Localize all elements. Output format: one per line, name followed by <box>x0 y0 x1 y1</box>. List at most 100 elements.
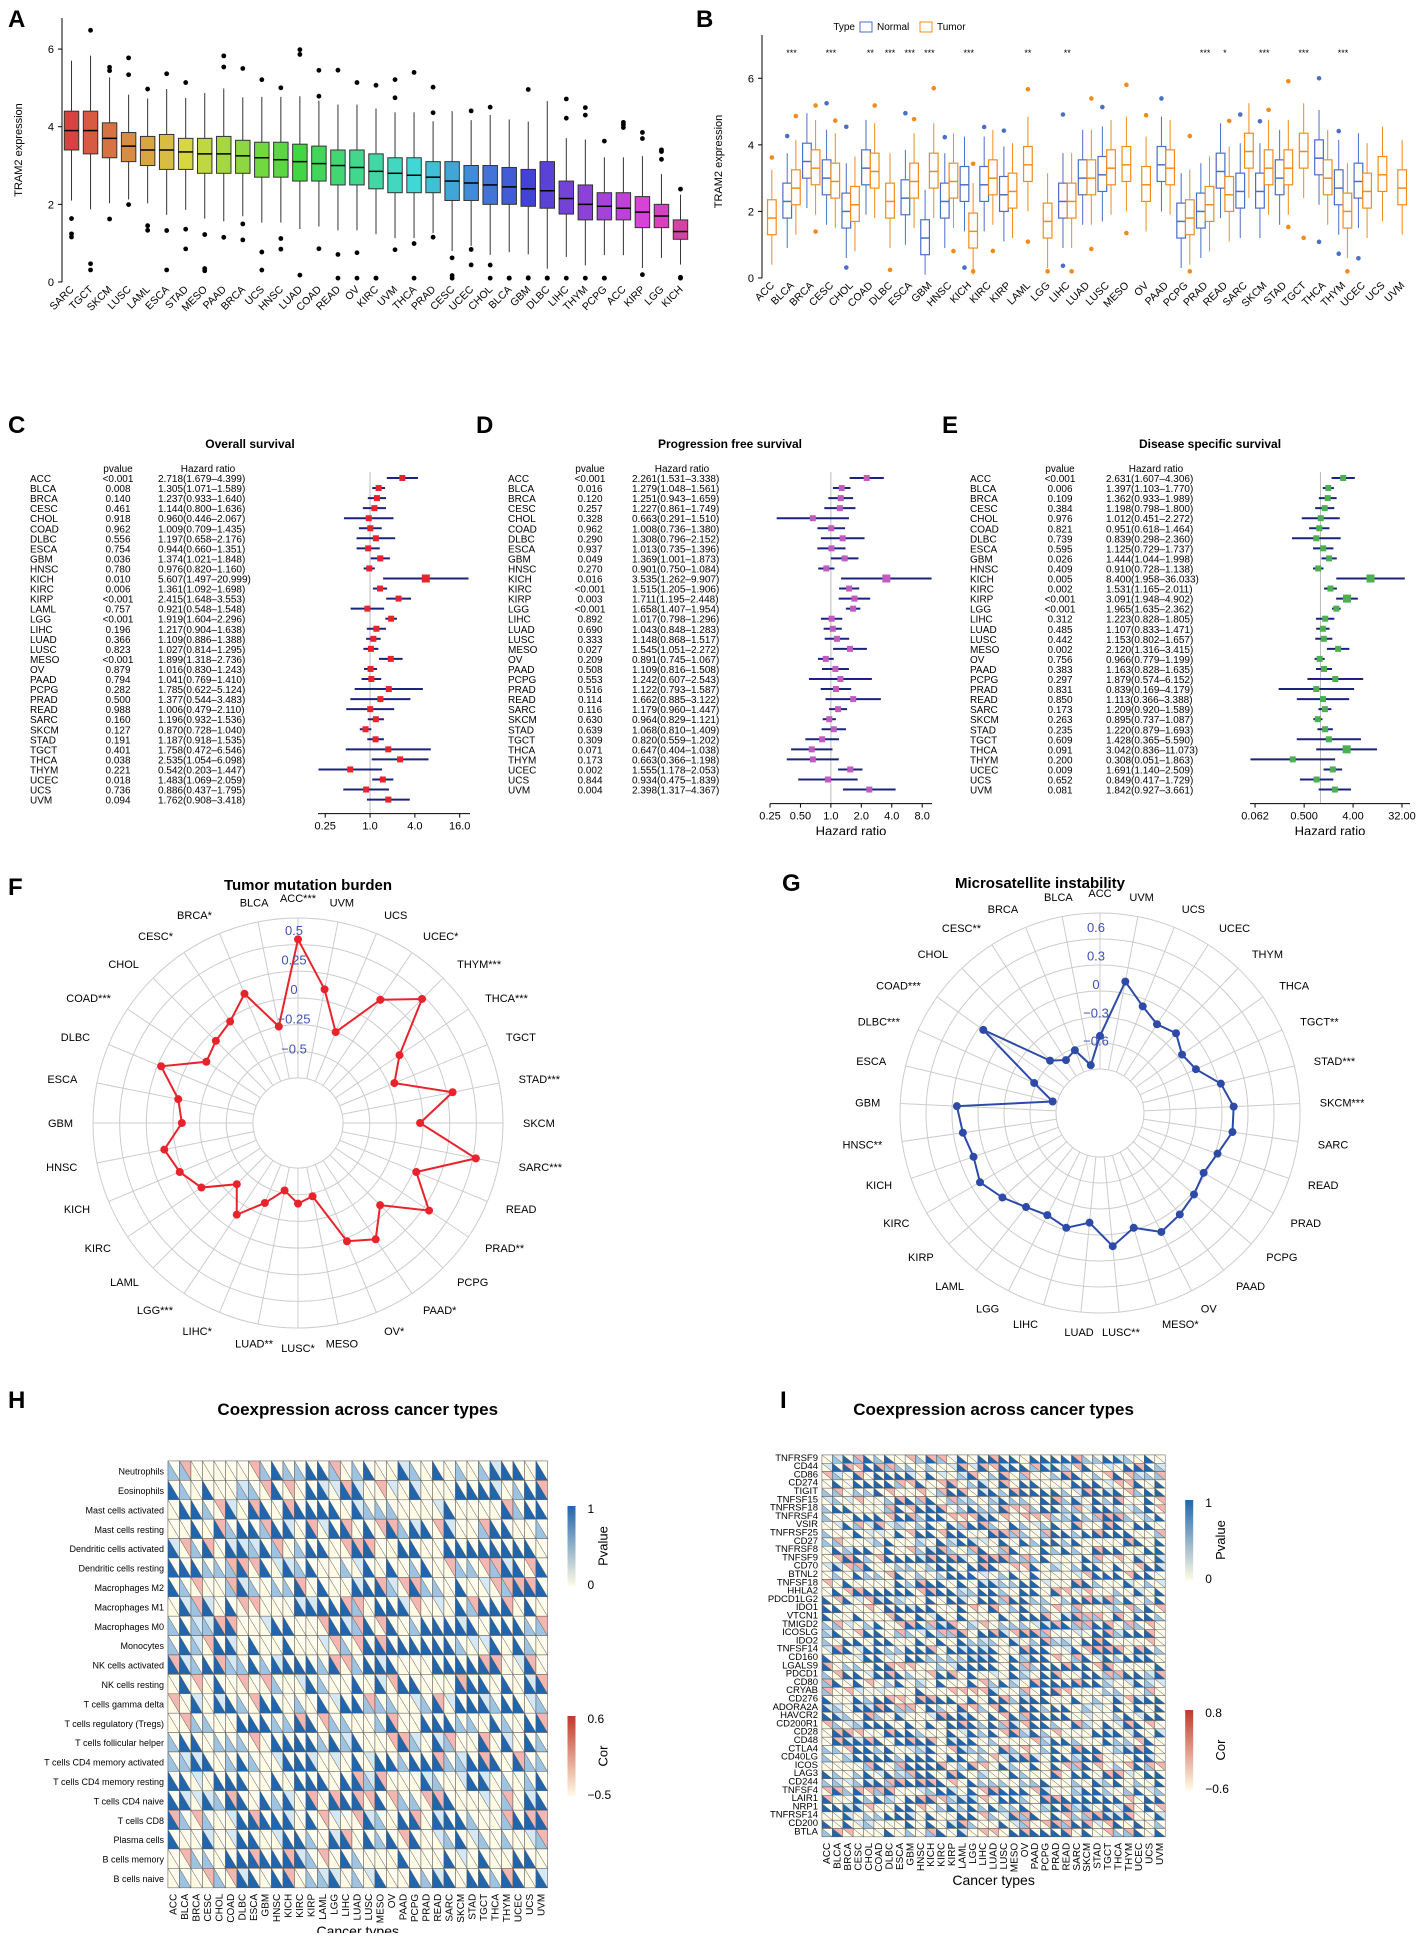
outlier-point <box>602 139 607 144</box>
hr-point <box>370 636 376 642</box>
axis-label: THCA*** <box>485 993 529 1005</box>
normal-outlier <box>1336 129 1341 134</box>
normal-box <box>862 150 871 185</box>
panel-label-c: C <box>8 412 25 440</box>
outlier-point <box>431 85 436 90</box>
hr-point <box>823 656 829 662</box>
hr-point <box>831 726 837 732</box>
y-tick-label: 2 <box>48 199 54 211</box>
radar-point <box>197 1184 205 1192</box>
axis-label: GBM <box>48 1118 73 1130</box>
outlier-point <box>164 268 169 273</box>
row-label: NK cells resting <box>101 1680 164 1690</box>
hr-point <box>364 606 370 612</box>
axis-label: SKCM <box>523 1118 555 1130</box>
hr-point <box>1321 666 1327 672</box>
axis-label: CHOL <box>918 949 949 961</box>
hr-point <box>882 575 890 583</box>
outlier-point <box>317 246 322 251</box>
hr-point <box>377 586 383 592</box>
outlier-point <box>240 66 245 71</box>
axis-label: UCS <box>384 910 407 922</box>
radar-point <box>390 1079 398 1087</box>
tumor-outlier <box>1286 225 1291 230</box>
tumor-outlier <box>1188 269 1193 274</box>
radar-point <box>309 1192 317 1200</box>
hr-point <box>368 646 374 652</box>
normal-box <box>1098 157 1107 192</box>
x-tick-label: 0.500 <box>1290 811 1318 823</box>
outlier-point <box>297 273 302 278</box>
tumor-outlier <box>1089 96 1094 101</box>
axis-label: KIRC <box>883 1218 909 1230</box>
radar-point <box>1217 1080 1225 1088</box>
row-label: B cells naive <box>113 1874 164 1884</box>
box <box>616 193 630 220</box>
x-axis-label: Hazard ratio <box>1295 824 1366 835</box>
outlier-point <box>88 268 93 273</box>
radar-line <box>161 939 476 1241</box>
axis-label: MESO* <box>1162 1319 1199 1331</box>
hr-point <box>368 666 374 672</box>
axis-label: ACC <box>1088 888 1111 900</box>
tumor-box <box>1264 150 1273 185</box>
radar-point <box>372 1235 380 1243</box>
x-tick-label: KIRP <box>622 284 648 310</box>
col-label: BLCA <box>180 1893 191 1919</box>
significance-label: * <box>1223 48 1227 58</box>
radar-point <box>157 1062 165 1070</box>
box <box>236 140 250 173</box>
tumor-box <box>768 200 777 235</box>
legend-normal: Normal <box>877 22 909 33</box>
col-label: MESO <box>376 1894 387 1924</box>
outlier-point <box>583 105 588 110</box>
legend-pvalue-high: 1 <box>588 1502 595 1516</box>
grid-spoke <box>911 1127 1058 1178</box>
outlier-point <box>450 273 455 278</box>
outlier-point <box>336 252 341 257</box>
outlier-point <box>202 232 207 237</box>
row-label: Macrophages M2 <box>94 1583 164 1593</box>
row-label: Macrophages M1 <box>94 1602 164 1612</box>
outlier-point <box>164 228 169 233</box>
normal-outlier <box>942 135 947 140</box>
outlier-point <box>659 149 664 154</box>
hr-point <box>1343 595 1351 603</box>
tumor-box <box>1087 160 1096 195</box>
axis-label: ESCA <box>47 1074 78 1086</box>
row-pvalue: 0.004 <box>577 786 602 797</box>
forest-title: Disease specific survival <box>1139 437 1281 451</box>
radar-point <box>376 1201 384 1209</box>
outlier-point <box>107 217 112 222</box>
hr-point <box>367 525 373 531</box>
radar-point <box>1062 1224 1070 1232</box>
x-tick-label: 1.0 <box>823 811 838 823</box>
hr-point <box>826 716 832 722</box>
hr-point <box>1317 656 1323 662</box>
hr-point <box>810 515 816 521</box>
col-label: TGCT <box>479 1894 490 1921</box>
outlier-point <box>431 110 436 115</box>
x-tick-label: 0.062 <box>1241 811 1269 823</box>
axis-label: THYM*** <box>457 959 502 971</box>
row-label: T cells CD8 <box>118 1816 164 1826</box>
grid-spoke <box>927 1135 1062 1213</box>
axis-label: BRCA <box>988 904 1019 916</box>
normal-outlier <box>1356 256 1361 261</box>
normal-outlier <box>1336 251 1341 256</box>
col-label: THYM <box>502 1894 513 1922</box>
normal-box <box>842 193 851 228</box>
radial-tick-label: 0.3 <box>1087 949 1105 964</box>
outlier-point <box>488 263 493 268</box>
tumor-box <box>1245 133 1254 168</box>
tumor-outlier <box>872 103 877 108</box>
axis-label: UVM <box>330 897 354 909</box>
axis-label: PAAD* <box>423 1305 457 1317</box>
tumor-box <box>1284 150 1293 185</box>
radar-point <box>1190 1190 1198 1198</box>
tumor-box <box>1205 186 1214 221</box>
radar-point <box>472 1154 480 1162</box>
